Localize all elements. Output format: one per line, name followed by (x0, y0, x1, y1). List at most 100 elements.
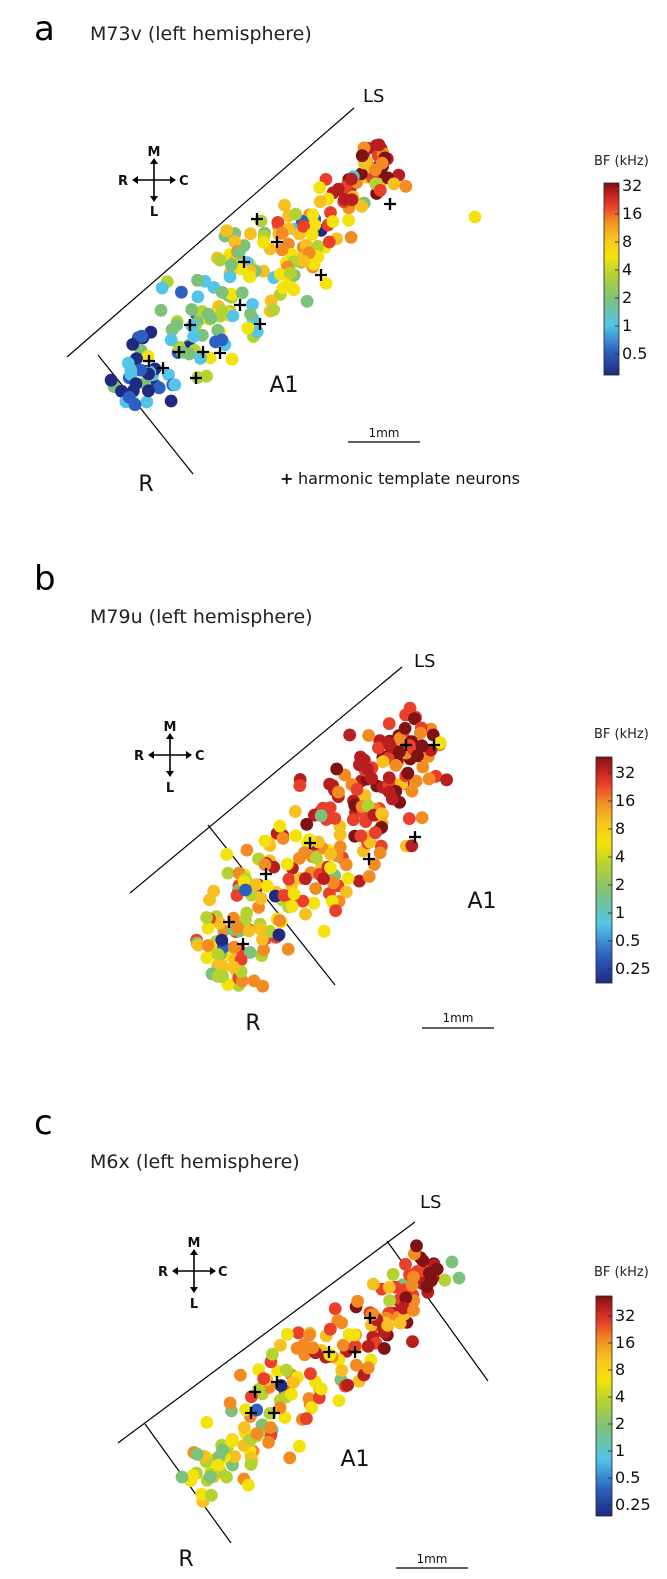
harmonic-template-marker (409, 831, 421, 843)
harmonic-template-marker (304, 837, 316, 849)
recording-site-dot (306, 208, 320, 222)
recording-site-dot (361, 1340, 375, 1353)
compass-m: M (188, 1236, 201, 1251)
recording-site-dot (397, 1301, 410, 1315)
recording-site-dot (234, 1368, 247, 1382)
recording-site-dot (260, 879, 274, 893)
recording-site-dot (215, 933, 229, 947)
recording-site-dot (329, 904, 342, 917)
recording-site-dot (203, 1470, 217, 1484)
recording-site-dot (282, 872, 296, 886)
scale-bar-label: 1mm (442, 1011, 473, 1025)
recording-site-dot (339, 858, 353, 872)
recording-site-dot (387, 177, 401, 191)
colorbar-tick-label: 4 (622, 260, 632, 279)
recording-site-dot (240, 843, 254, 857)
harmonic-template-marker (237, 938, 249, 950)
colorbar-tick-label: 2 (622, 288, 632, 307)
recording-site-dot (422, 772, 436, 786)
compass-r: R (118, 174, 128, 189)
harmonic-template-marker (271, 1376, 283, 1388)
panel-letter: b (34, 559, 56, 599)
recording-site-dot (164, 333, 178, 347)
recording-site-dot (224, 258, 238, 272)
harmonic-template-marker (173, 346, 185, 358)
recording-site-dot (204, 1488, 218, 1502)
recording-site-dot (415, 811, 429, 825)
recording-site-dot (185, 303, 199, 316)
recording-site-dot (272, 928, 286, 942)
colorbar-tick-label: 32 (622, 176, 642, 195)
recording-site-dot (362, 870, 376, 883)
recording-site-dot (468, 210, 482, 224)
recording-site-dot (235, 286, 249, 300)
recording-site-dot (293, 779, 307, 792)
recording-site-dot (296, 894, 310, 908)
recording-site-dot (271, 216, 285, 229)
recording-site-dot (273, 1401, 287, 1415)
recording-site-dot (122, 391, 136, 404)
recording-site-dot (393, 732, 407, 746)
panel-title: M6x (left hemisphere) (90, 1151, 300, 1173)
recording-site-dot (369, 826, 382, 840)
colorbar-tick-label: 32 (615, 763, 635, 782)
recording-site-dot (281, 942, 295, 956)
recording-site-dot (284, 266, 297, 280)
compass-m: M (148, 145, 161, 160)
colorbar-tick-label: 8 (622, 232, 632, 251)
harmonic-template-markers (143, 198, 396, 384)
recording-site-dot (354, 829, 368, 843)
recording-site-dot (212, 1458, 225, 1472)
recording-site-dot (235, 974, 249, 988)
recording-site-dot (361, 799, 375, 813)
recording-site-dot (407, 1304, 420, 1317)
recording-site-dot (287, 887, 301, 901)
recording-site-dot (187, 330, 201, 343)
colorbar-tick-label: 1 (615, 903, 625, 922)
recording-site-dot (267, 303, 280, 317)
recording-site-dot (207, 884, 221, 898)
recording-site-dot (355, 149, 369, 163)
recording-site-dot (313, 181, 326, 195)
recording-site-dot (242, 924, 256, 938)
recording-site-dot (405, 784, 419, 798)
recording-site-dot (372, 138, 386, 152)
colorbar-tick-label: 16 (615, 791, 635, 810)
compass-c: C (195, 749, 205, 764)
recording-site-dot (126, 338, 140, 351)
recording-site-dot (195, 1487, 209, 1501)
recording-site-dot (256, 979, 270, 993)
recording-site-dot (399, 179, 413, 193)
colorbar-tick-label: 4 (615, 847, 625, 866)
recording-site-dot (386, 1267, 400, 1281)
colorbar-tick-label: 2 (615, 875, 625, 894)
recording-site-dot (254, 922, 267, 936)
colorbar-tick-label: 0.5 (622, 344, 647, 363)
recording-site-dot (398, 722, 412, 735)
recording-site-dot (399, 1258, 412, 1271)
recording-site-dot (352, 874, 366, 888)
recording-site-dot (445, 1255, 459, 1269)
recording-site-dot (343, 728, 357, 742)
recording-site-dot (300, 817, 314, 831)
recording-site-dot (300, 1412, 313, 1425)
recording-site-dot (216, 969, 230, 983)
legend-text: harmonic template neurons (298, 469, 520, 488)
compass: M R C L (158, 1236, 228, 1312)
recording-site-dot (275, 243, 289, 257)
recording-site-dot (264, 1421, 277, 1434)
recording-site-dot (220, 224, 234, 238)
recording-site-dot (317, 924, 331, 938)
recording-site-dot (228, 235, 242, 248)
recording-site-dot (415, 739, 429, 753)
colorbar-tick-label: 2 (615, 1414, 625, 1433)
recording-site-dot (440, 773, 453, 787)
recording-site-dot (280, 857, 294, 871)
recording-site-dot (246, 298, 259, 311)
recording-site-dot (330, 762, 344, 776)
colorbar-scale (595, 756, 613, 984)
recording-site-dot (346, 813, 360, 827)
harmonic-template-marker (428, 739, 440, 751)
recording-site-dot (262, 1435, 275, 1449)
recording-site-dot (142, 384, 155, 398)
